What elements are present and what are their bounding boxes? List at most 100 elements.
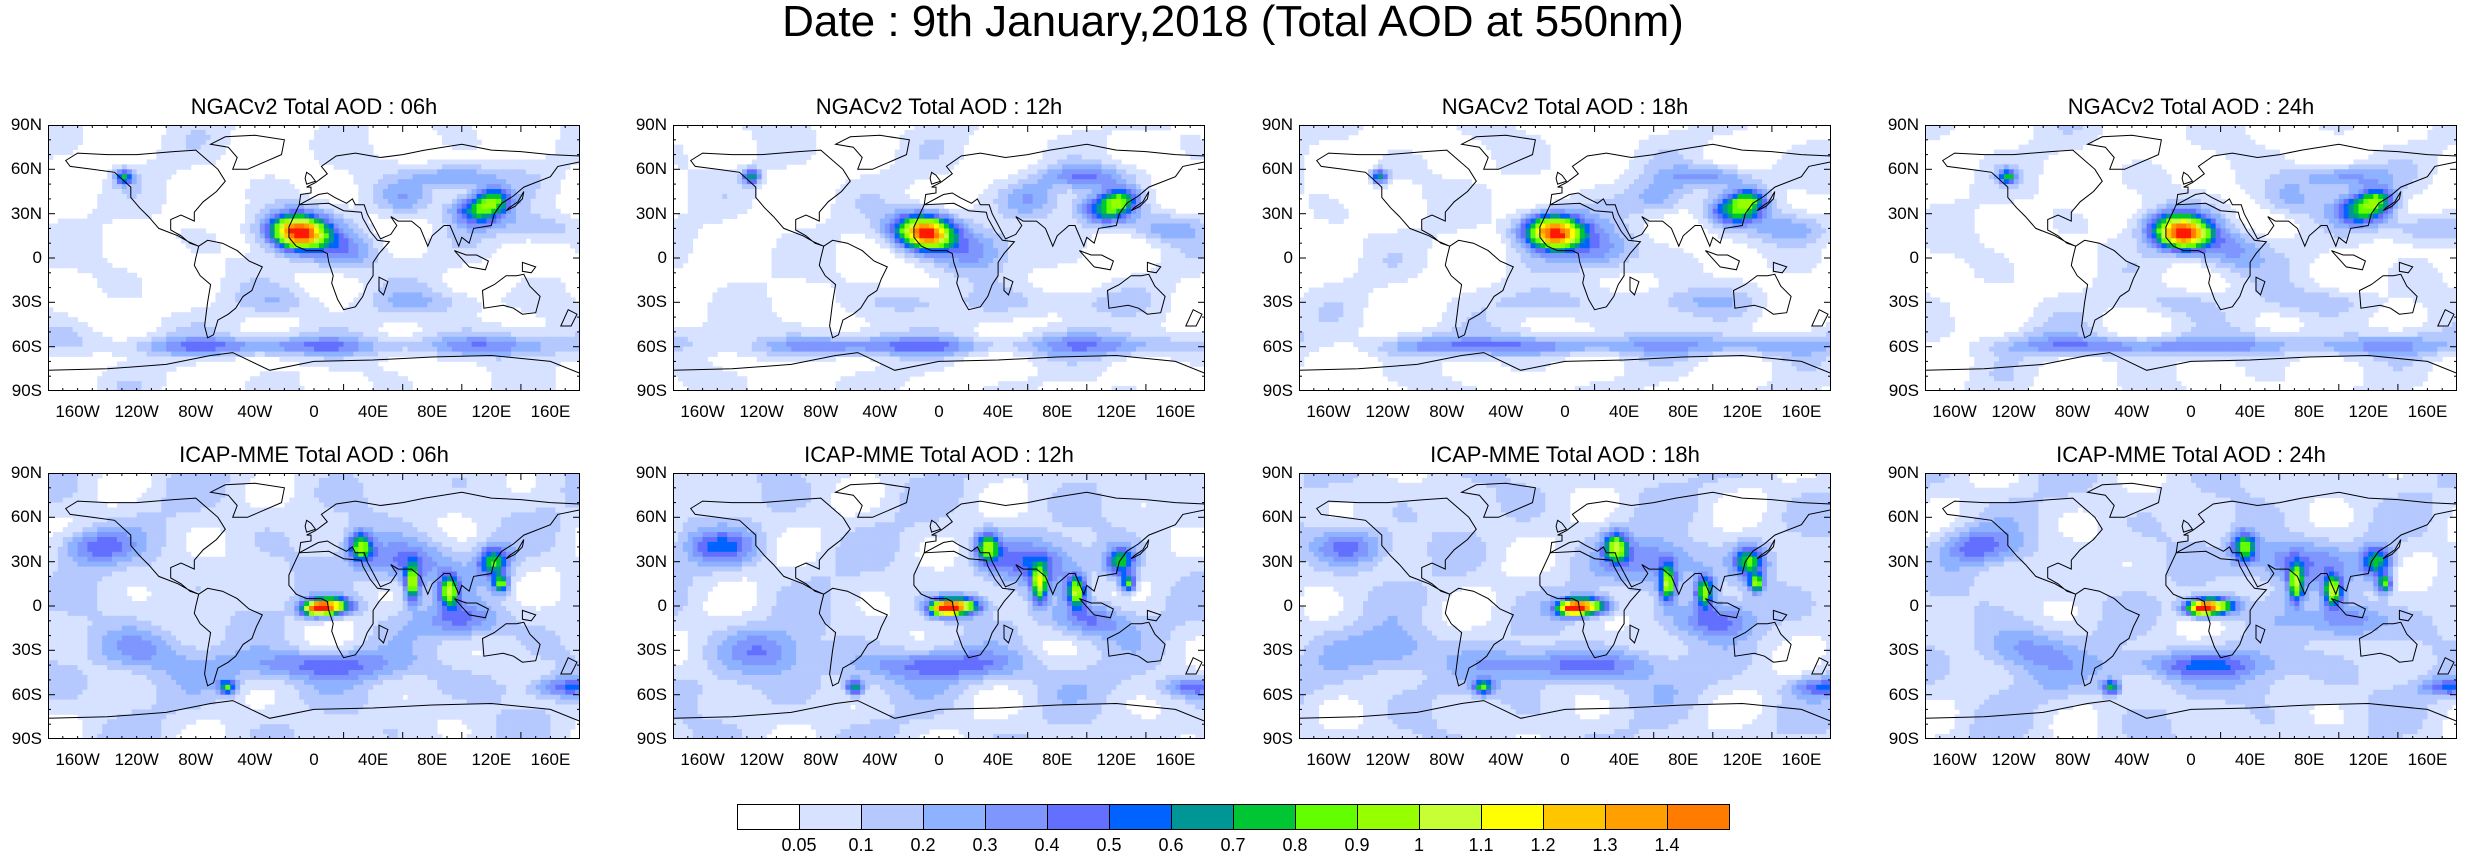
lon-tick-label: 80E: [1653, 403, 1713, 421]
lat-tick-label: 90N: [0, 116, 42, 134]
lon-tick-label: 120E: [1712, 751, 1772, 769]
lat-tick-label: 0: [623, 249, 667, 267]
colorbar-swatch: [1109, 804, 1172, 830]
lat-tick-label: 30N: [623, 205, 667, 223]
colorbar-label: 0.2: [898, 836, 948, 854]
colorbar-swatch: [737, 804, 800, 830]
map-icap-18h: [1299, 473, 1831, 739]
lat-tick-label: 60N: [623, 160, 667, 178]
map-ngacv2-06h: [48, 125, 580, 391]
lon-tick-label: 120W: [107, 751, 167, 769]
panel-title-ngacv2-12h: NGACv2 Total AOD : 12h: [673, 95, 1205, 119]
lon-tick-label: 40E: [343, 751, 403, 769]
lat-tick-label: 60N: [1249, 160, 1293, 178]
lon-tick-label: 120W: [732, 751, 792, 769]
lon-tick-label: 160W: [1925, 751, 1985, 769]
lon-tick-label: 0: [909, 403, 969, 421]
colorbar-label: 1.4: [1642, 836, 1692, 854]
lon-tick-label: 120E: [1086, 403, 1146, 421]
lat-tick-label: 60S: [1875, 686, 1919, 704]
lon-tick-label: 120W: [1358, 751, 1418, 769]
lon-tick-label: 0: [2161, 751, 2221, 769]
colorbar-swatch: [861, 804, 924, 830]
lon-tick-label: 160E: [1145, 751, 1205, 769]
colorbar-label: 0.1: [836, 836, 886, 854]
lat-tick-label: 30N: [0, 205, 42, 223]
colorbar-label: 0.3: [960, 836, 1010, 854]
colorbar-swatch: [1667, 804, 1730, 830]
lat-tick-label: 60N: [1249, 508, 1293, 526]
lon-tick-label: 80W: [2043, 751, 2103, 769]
lat-tick-label: 60S: [623, 338, 667, 356]
colorbar-swatch: [1481, 804, 1544, 830]
lat-tick-label: 90S: [1249, 730, 1293, 748]
colorbar: [737, 804, 1729, 830]
colorbar-swatch: [1047, 804, 1110, 830]
lon-tick-label: 80E: [402, 403, 462, 421]
lon-tick-label: 160W: [1299, 403, 1359, 421]
lon-tick-label: 0: [284, 403, 344, 421]
map-ngacv2-18h: [1299, 125, 1831, 391]
lon-tick-label: 120W: [1984, 403, 2044, 421]
lon-tick-label: 160W: [673, 403, 733, 421]
lon-tick-label: 40E: [968, 751, 1028, 769]
panel-title-ngacv2-24h: NGACv2 Total AOD : 24h: [1925, 95, 2457, 119]
lat-tick-label: 0: [1875, 597, 1919, 615]
lat-tick-label: 30N: [1875, 205, 1919, 223]
colorbar-swatch: [1419, 804, 1482, 830]
lat-tick-label: 30N: [623, 553, 667, 571]
lon-tick-label: 80E: [2279, 403, 2339, 421]
lon-tick-label: 40E: [1594, 403, 1654, 421]
lat-tick-label: 0: [1875, 249, 1919, 267]
colorbar-swatch: [1295, 804, 1358, 830]
lon-tick-label: 120W: [1984, 751, 2044, 769]
lat-tick-label: 60S: [1249, 686, 1293, 704]
colorbar-swatch: [1171, 804, 1234, 830]
colorbar-swatch: [1605, 804, 1668, 830]
lon-tick-label: 40W: [850, 751, 910, 769]
colorbar-label: 0.6: [1146, 836, 1196, 854]
map-ngacv2-24h: [1925, 125, 2457, 391]
lat-tick-label: 60N: [1875, 508, 1919, 526]
colorbar-label: 0.5: [1084, 836, 1134, 854]
lat-tick-label: 30S: [1249, 641, 1293, 659]
lon-tick-label: 80W: [166, 751, 226, 769]
lon-tick-label: 160E: [1145, 403, 1205, 421]
lat-tick-label: 90N: [0, 464, 42, 482]
lat-tick-label: 0: [1249, 597, 1293, 615]
lon-tick-label: 80W: [791, 403, 851, 421]
lat-tick-label: 60N: [623, 508, 667, 526]
lat-tick-label: 60S: [623, 686, 667, 704]
lon-tick-label: 120E: [1086, 751, 1146, 769]
lon-tick-label: 160W: [1925, 403, 1985, 421]
lat-tick-label: 60N: [0, 160, 42, 178]
lat-tick-label: 60S: [1249, 338, 1293, 356]
colorbar-swatch: [923, 804, 986, 830]
lon-tick-label: 80E: [1027, 403, 1087, 421]
lon-tick-label: 80E: [402, 751, 462, 769]
lon-tick-label: 120W: [732, 403, 792, 421]
lat-tick-label: 60N: [1875, 160, 1919, 178]
lon-tick-label: 160E: [520, 403, 580, 421]
map-icap-06h: [48, 473, 580, 739]
lat-tick-label: 30S: [1875, 293, 1919, 311]
lon-tick-label: 80E: [1027, 751, 1087, 769]
panel-title-icap-12h: ICAP-MME Total AOD : 12h: [673, 443, 1205, 467]
lon-tick-label: 80W: [2043, 403, 2103, 421]
colorbar-label: 1.2: [1518, 836, 1568, 854]
lon-tick-label: 40E: [968, 403, 1028, 421]
colorbar-label: 1.3: [1580, 836, 1630, 854]
lat-tick-label: 90N: [1875, 464, 1919, 482]
lon-tick-label: 40W: [225, 403, 285, 421]
colorbar-swatch: [799, 804, 862, 830]
lat-tick-label: 90N: [1875, 116, 1919, 134]
lon-tick-label: 160E: [2397, 403, 2457, 421]
lon-tick-label: 120E: [2338, 403, 2398, 421]
colorbar-swatch: [1233, 804, 1296, 830]
lat-tick-label: 90S: [1249, 382, 1293, 400]
lon-tick-label: 40W: [2102, 751, 2162, 769]
panel-title-icap-06h: ICAP-MME Total AOD : 06h: [48, 443, 580, 467]
colorbar-label: 0.4: [1022, 836, 1072, 854]
lat-tick-label: 90S: [623, 382, 667, 400]
colorbar-label: 0.9: [1332, 836, 1382, 854]
